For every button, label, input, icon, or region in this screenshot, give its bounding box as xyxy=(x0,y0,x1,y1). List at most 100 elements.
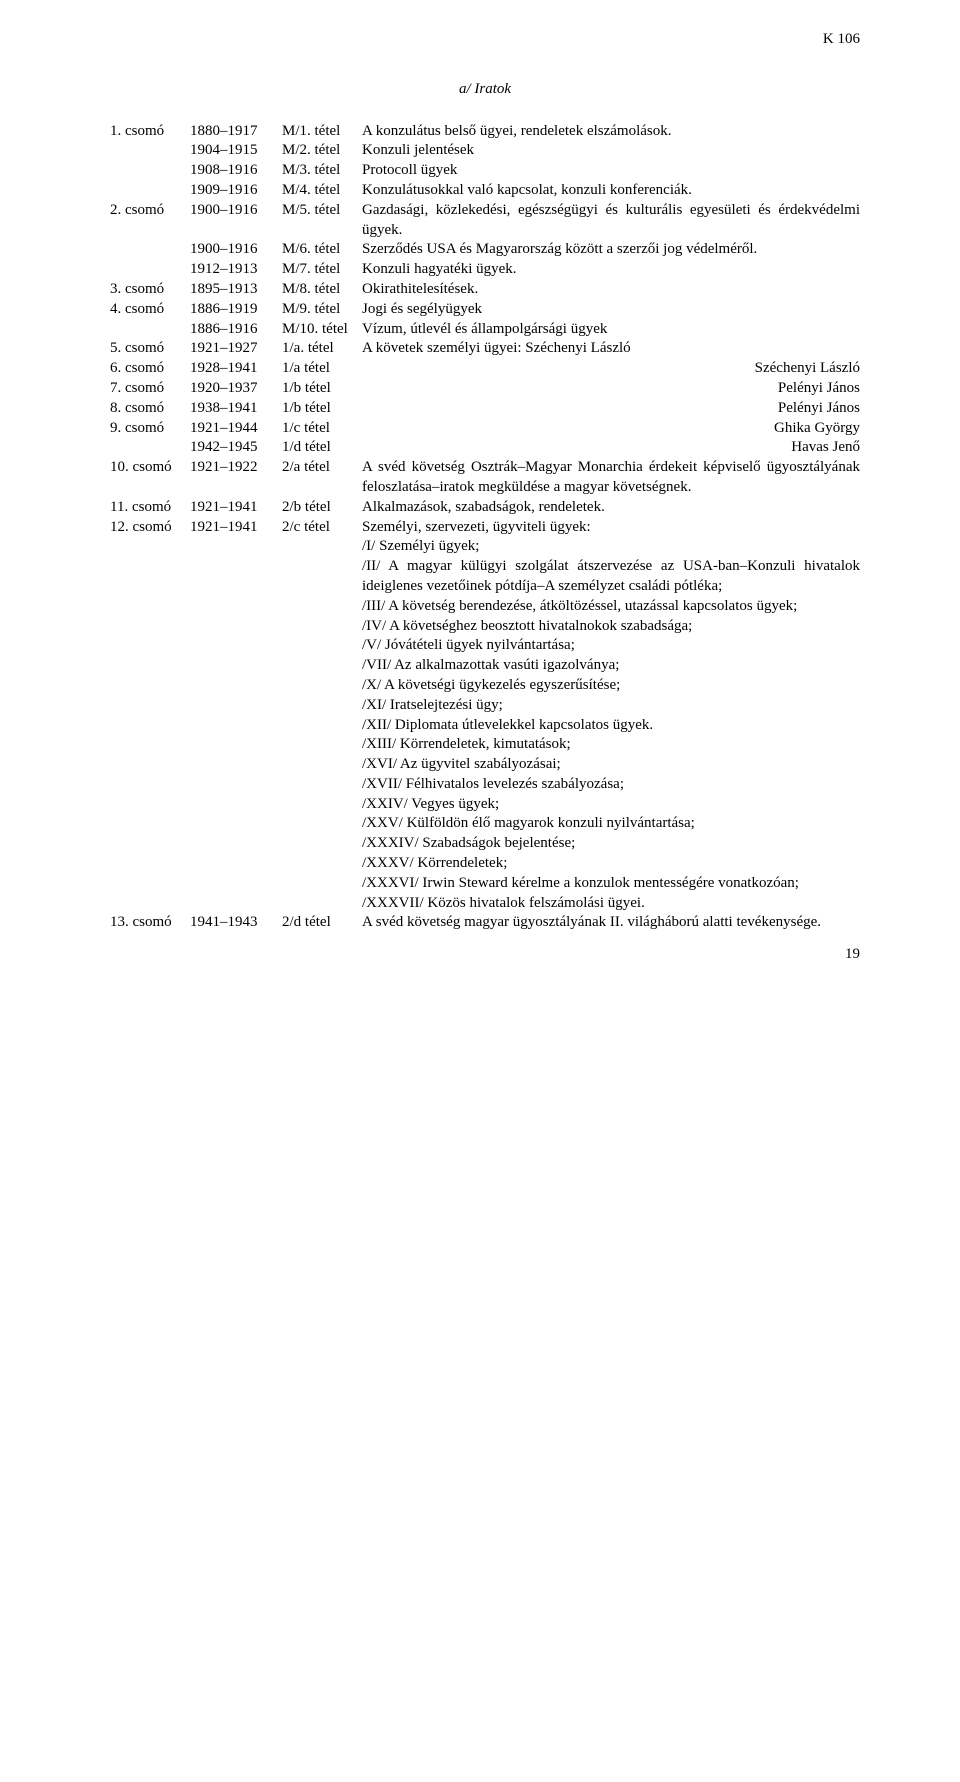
col-years: 1886–1919 xyxy=(190,300,282,320)
table-subrow: /III/ A követség berendezése, átköltözés… xyxy=(110,597,860,617)
table-subrow: /XVI/ Az ügyvitel szabályozásai; xyxy=(110,755,860,775)
col-description: A követek személyi ügyei: Széchenyi Lász… xyxy=(362,339,860,359)
col-years: 1886–1916 xyxy=(190,320,282,340)
col-tetel: 1/a tétel xyxy=(282,359,362,379)
col-csomo xyxy=(110,775,190,795)
col-description: A svéd követség Osztrák–Magyar Monarchia… xyxy=(362,458,860,498)
col-subdescription: /III/ A követség berendezése, átköltözés… xyxy=(362,597,860,617)
col-description: Konzulátusokkal való kapcsolat, konzuli … xyxy=(362,181,860,201)
col-tetel: M/4. tétel xyxy=(282,181,362,201)
header-code: K 106 xyxy=(110,30,860,50)
col-years xyxy=(190,854,282,874)
col-csomo xyxy=(110,320,190,340)
document-rows: 1. csomó1880–1917M/1. tételA konzulátus … xyxy=(110,122,860,934)
col-years xyxy=(190,656,282,676)
col-years: 1942–1945 xyxy=(190,438,282,458)
col-years xyxy=(190,696,282,716)
col-years: 1921–1927 xyxy=(190,339,282,359)
col-csomo xyxy=(110,161,190,181)
col-csomo xyxy=(110,636,190,656)
col-tetel xyxy=(282,775,362,795)
table-subrow: /XXIV/ Vegyes ügyek; xyxy=(110,795,860,815)
col-subdescription: /XVI/ Az ügyvitel szabályozásai; xyxy=(362,755,860,775)
col-years: 1900–1916 xyxy=(190,201,282,241)
col-csomo: 12. csomó xyxy=(110,518,190,538)
col-description: Havas Jenő xyxy=(362,438,860,458)
col-csomo: 10. csomó xyxy=(110,458,190,498)
page-number: 19 xyxy=(110,945,860,965)
col-years xyxy=(190,795,282,815)
table-subrow: /V/ Jóvátételi ügyek nyilvántartása; xyxy=(110,636,860,656)
col-tetel xyxy=(282,656,362,676)
col-tetel xyxy=(282,557,362,597)
table-subrow: /XXXVI/ Irwin Steward kérelme a konzulok… xyxy=(110,874,860,894)
col-years xyxy=(190,557,282,597)
col-tetel: M/2. tétel xyxy=(282,141,362,161)
col-tetel: M/3. tétel xyxy=(282,161,362,181)
col-description: Pelényi János xyxy=(362,379,860,399)
table-subrow: /X/ A követségi ügykezelés egyszerűsítés… xyxy=(110,676,860,696)
section-title: a/ Iratok xyxy=(110,80,860,100)
table-row: 12. csomó1921–19412/c tételSzemélyi, sze… xyxy=(110,518,860,538)
table-subrow: /XII/ Diplomata útlevelekkel kapcsolatos… xyxy=(110,716,860,736)
col-tetel: M/1. tétel xyxy=(282,122,362,142)
col-subdescription: /XII/ Diplomata útlevelekkel kapcsolatos… xyxy=(362,716,860,736)
col-tetel xyxy=(282,617,362,637)
col-tetel xyxy=(282,874,362,894)
col-description: Szerződés USA és Magyarország között a s… xyxy=(362,240,860,260)
col-csomo xyxy=(110,617,190,637)
col-subdescription: /X/ A követségi ügykezelés egyszerűsítés… xyxy=(362,676,860,696)
col-csomo: 7. csomó xyxy=(110,379,190,399)
col-csomo: 1. csomó xyxy=(110,122,190,142)
col-csomo: 4. csomó xyxy=(110,300,190,320)
col-years xyxy=(190,676,282,696)
col-tetel xyxy=(282,834,362,854)
col-description: Konzuli jelentések xyxy=(362,141,860,161)
col-tetel xyxy=(282,636,362,656)
col-years xyxy=(190,617,282,637)
col-csomo: 3. csomó xyxy=(110,280,190,300)
table-row: 1904–1915M/2. tételKonzuli jelentések xyxy=(110,141,860,161)
col-csomo: 11. csomó xyxy=(110,498,190,518)
col-csomo xyxy=(110,894,190,914)
col-tetel xyxy=(282,735,362,755)
col-tetel xyxy=(282,676,362,696)
table-subrow: /IV/ A követséghez beosztott hivatalnoko… xyxy=(110,617,860,637)
col-description: A svéd követség magyar ügyosztályának II… xyxy=(362,913,860,933)
table-row: 11. csomó1921–19412/b tételAlkalmazások,… xyxy=(110,498,860,518)
col-years: 1921–1941 xyxy=(190,518,282,538)
col-csomo: 5. csomó xyxy=(110,339,190,359)
table-row: 8. csomó1938–19411/b tételPelényi János xyxy=(110,399,860,419)
col-csomo: 13. csomó xyxy=(110,913,190,933)
table-row: 13. csomó1941–19432/d tételA svéd követs… xyxy=(110,913,860,933)
col-years xyxy=(190,775,282,795)
col-subdescription: /VII/ Az alkalmazottak vasúti igazolvány… xyxy=(362,656,860,676)
col-csomo xyxy=(110,656,190,676)
col-description: Konzuli hagyatéki ügyek. xyxy=(362,260,860,280)
col-tetel xyxy=(282,755,362,775)
col-description: Pelényi János xyxy=(362,399,860,419)
col-tetel xyxy=(282,696,362,716)
col-years: 1928–1941 xyxy=(190,359,282,379)
table-row: 7. csomó1920–19371/b tételPelényi János xyxy=(110,379,860,399)
col-subdescription: /XXXV/ Körrendeletek; xyxy=(362,854,860,874)
col-subdescription: /XI/ Iratselejtezési ügy; xyxy=(362,696,860,716)
col-tetel: 1/b tétel xyxy=(282,379,362,399)
col-csomo: 9. csomó xyxy=(110,419,190,439)
col-tetel: 2/c tétel xyxy=(282,518,362,538)
col-years xyxy=(190,537,282,557)
col-csomo xyxy=(110,181,190,201)
col-csomo xyxy=(110,795,190,815)
table-subrow: /XIII/ Körrendeletek, kimutatások; xyxy=(110,735,860,755)
table-subrow: /I/ Személyi ügyek; xyxy=(110,537,860,557)
table-row: 1900–1916M/6. tételSzerződés USA és Magy… xyxy=(110,240,860,260)
col-subdescription: /XXXVI/ Irwin Steward kérelme a konzulok… xyxy=(362,874,860,894)
col-years xyxy=(190,755,282,775)
col-years: 1941–1943 xyxy=(190,913,282,933)
col-description: Alkalmazások, szabadságok, rendeletek. xyxy=(362,498,860,518)
col-csomo xyxy=(110,240,190,260)
table-row: 10. csomó1921–19222/a tételA svéd követs… xyxy=(110,458,860,498)
col-years xyxy=(190,814,282,834)
col-csomo: 2. csomó xyxy=(110,201,190,241)
table-subrow: /XXV/ Külföldön élő magyarok konzuli nyi… xyxy=(110,814,860,834)
